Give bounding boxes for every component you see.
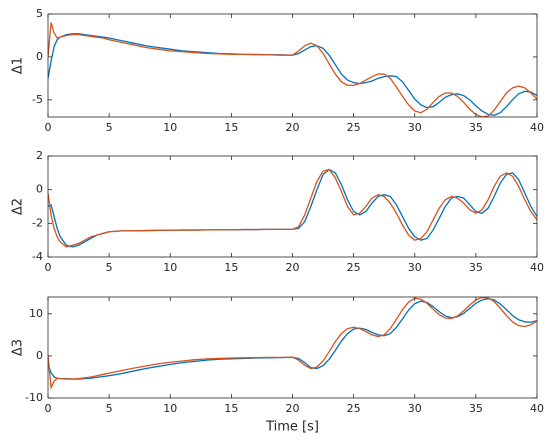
- x-tick-label: 40: [530, 261, 544, 274]
- x-tick-label: 35: [469, 261, 483, 274]
- x-tick-label: 40: [530, 402, 544, 415]
- y-tick-label: 5: [36, 7, 43, 20]
- data-line: [48, 22, 537, 117]
- x-tick-label: 30: [408, 261, 422, 274]
- y-tick-label: 10: [29, 307, 43, 320]
- y-tick-label: 0: [36, 349, 43, 362]
- x-tick-label: 5: [106, 261, 113, 274]
- x-tick-label: 10: [163, 121, 177, 134]
- plot-area: [48, 297, 537, 398]
- x-tick-label: 40: [530, 121, 544, 134]
- plot-area: [48, 156, 537, 257]
- subplot: 0 5 10 15 20 25 30 35 40 -4 -2 0 2 Δ2: [11, 149, 545, 274]
- data-line: [48, 33, 537, 116]
- x-tick-label: 20: [286, 261, 300, 274]
- x-tick-label: 20: [286, 402, 300, 415]
- x-tick-label: 30: [408, 121, 422, 134]
- y-axis-label: Δ3: [11, 339, 26, 356]
- data-line: [48, 298, 537, 380]
- x-tick-label: 5: [106, 121, 113, 134]
- x-tick-label: 0: [45, 261, 52, 274]
- x-tick-label: 30: [408, 402, 422, 415]
- x-tick-label: 15: [224, 121, 238, 134]
- x-tick-label: 25: [347, 261, 361, 274]
- x-tick-label: 15: [224, 261, 238, 274]
- plot-area: [48, 14, 537, 117]
- x-tick-label: 0: [45, 402, 52, 415]
- x-tick-label: 35: [469, 121, 483, 134]
- x-tick-label: 10: [163, 261, 177, 274]
- x-tick-label: 15: [224, 402, 238, 415]
- y-tick-label: -5: [32, 93, 43, 106]
- y-tick-label: 0: [36, 183, 43, 196]
- x-tick-label: 25: [347, 402, 361, 415]
- x-tick-label: 20: [286, 121, 300, 134]
- y-tick-label: -10: [25, 391, 43, 404]
- subplot: 0 5 10 15 20 25 30 35 40 -5 0 5 Δ1: [11, 7, 545, 134]
- x-tick-label: 0: [45, 121, 52, 134]
- x-tick-label: 10: [163, 402, 177, 415]
- y-tick-label: 2: [36, 149, 43, 162]
- y-axis-label: Δ2: [11, 198, 26, 215]
- data-line: [48, 168, 537, 248]
- data-line: [48, 297, 537, 390]
- x-axis-label: Time [s]: [265, 420, 319, 435]
- x-tick-label: 5: [106, 402, 113, 415]
- x-tick-label: 25: [347, 121, 361, 134]
- y-tick-label: 0: [36, 50, 43, 63]
- x-tick-label: 35: [469, 402, 483, 415]
- y-tick-label: -2: [32, 216, 43, 229]
- y-tick-label: -4: [32, 250, 43, 263]
- y-axis-label: Δ1: [11, 57, 26, 74]
